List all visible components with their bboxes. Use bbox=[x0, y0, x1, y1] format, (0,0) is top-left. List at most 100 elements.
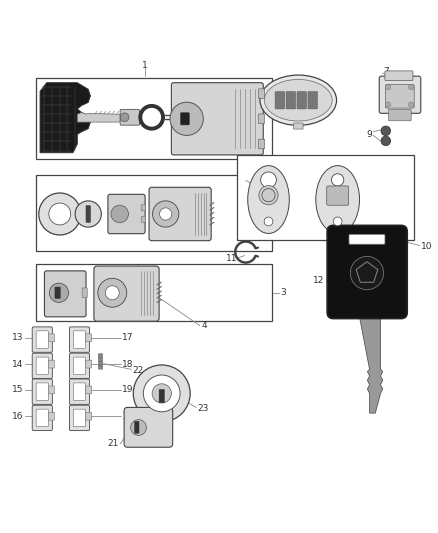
FancyBboxPatch shape bbox=[171, 83, 263, 155]
Text: 5: 5 bbox=[244, 174, 249, 183]
Circle shape bbox=[331, 174, 343, 186]
FancyBboxPatch shape bbox=[258, 89, 264, 99]
Circle shape bbox=[49, 283, 68, 302]
FancyBboxPatch shape bbox=[48, 334, 54, 342]
FancyBboxPatch shape bbox=[258, 114, 264, 124]
Text: 21: 21 bbox=[107, 439, 119, 448]
FancyBboxPatch shape bbox=[32, 405, 52, 431]
Text: 4: 4 bbox=[201, 321, 207, 330]
FancyBboxPatch shape bbox=[296, 92, 306, 109]
Text: 6: 6 bbox=[346, 174, 351, 183]
Circle shape bbox=[170, 102, 203, 135]
FancyBboxPatch shape bbox=[389, 233, 401, 248]
Circle shape bbox=[332, 217, 341, 226]
FancyBboxPatch shape bbox=[85, 386, 92, 394]
FancyBboxPatch shape bbox=[69, 327, 89, 352]
Text: 23: 23 bbox=[197, 404, 208, 413]
Bar bbox=[35, 264, 272, 321]
Circle shape bbox=[152, 384, 171, 403]
Ellipse shape bbox=[264, 79, 332, 121]
FancyBboxPatch shape bbox=[159, 390, 164, 402]
Circle shape bbox=[39, 193, 81, 235]
Circle shape bbox=[408, 84, 413, 90]
FancyBboxPatch shape bbox=[108, 195, 145, 233]
Polygon shape bbox=[358, 312, 382, 413]
FancyBboxPatch shape bbox=[36, 409, 48, 426]
FancyBboxPatch shape bbox=[149, 187, 211, 241]
FancyBboxPatch shape bbox=[384, 71, 412, 80]
FancyBboxPatch shape bbox=[134, 422, 139, 433]
FancyBboxPatch shape bbox=[48, 386, 54, 394]
FancyBboxPatch shape bbox=[385, 84, 413, 108]
FancyBboxPatch shape bbox=[141, 205, 145, 211]
Text: 7: 7 bbox=[383, 67, 389, 76]
FancyBboxPatch shape bbox=[180, 112, 189, 125]
Circle shape bbox=[385, 102, 390, 107]
FancyBboxPatch shape bbox=[348, 235, 384, 244]
Text: 12: 12 bbox=[312, 276, 324, 285]
FancyBboxPatch shape bbox=[82, 288, 87, 297]
Text: 3: 3 bbox=[280, 288, 286, 297]
FancyBboxPatch shape bbox=[120, 109, 139, 125]
Text: 16: 16 bbox=[12, 411, 23, 421]
Circle shape bbox=[159, 208, 171, 220]
FancyBboxPatch shape bbox=[36, 383, 48, 400]
FancyBboxPatch shape bbox=[73, 331, 85, 349]
Circle shape bbox=[133, 365, 190, 422]
FancyBboxPatch shape bbox=[69, 353, 89, 378]
Polygon shape bbox=[77, 112, 123, 122]
Circle shape bbox=[350, 256, 383, 290]
Bar bbox=[35, 175, 272, 251]
Circle shape bbox=[260, 172, 276, 188]
FancyBboxPatch shape bbox=[69, 379, 89, 405]
FancyBboxPatch shape bbox=[94, 266, 159, 321]
Text: 22: 22 bbox=[133, 366, 144, 375]
FancyBboxPatch shape bbox=[293, 123, 302, 129]
FancyBboxPatch shape bbox=[32, 353, 52, 378]
FancyBboxPatch shape bbox=[69, 405, 89, 431]
FancyBboxPatch shape bbox=[44, 271, 86, 317]
FancyBboxPatch shape bbox=[388, 109, 410, 121]
Circle shape bbox=[140, 106, 162, 128]
FancyBboxPatch shape bbox=[98, 366, 102, 369]
Circle shape bbox=[380, 126, 390, 136]
Circle shape bbox=[392, 254, 397, 259]
FancyBboxPatch shape bbox=[98, 354, 102, 357]
FancyBboxPatch shape bbox=[48, 412, 54, 420]
Text: 18: 18 bbox=[122, 360, 134, 369]
FancyBboxPatch shape bbox=[73, 383, 85, 400]
Polygon shape bbox=[40, 83, 90, 153]
Bar bbox=[35, 78, 272, 159]
FancyBboxPatch shape bbox=[48, 360, 54, 368]
Circle shape bbox=[408, 102, 413, 107]
Circle shape bbox=[143, 375, 180, 412]
FancyBboxPatch shape bbox=[326, 225, 406, 319]
FancyBboxPatch shape bbox=[86, 206, 90, 222]
Text: 10: 10 bbox=[420, 243, 431, 251]
FancyBboxPatch shape bbox=[378, 76, 420, 114]
Circle shape bbox=[258, 185, 278, 205]
Circle shape bbox=[98, 278, 127, 307]
FancyBboxPatch shape bbox=[307, 92, 317, 109]
Circle shape bbox=[120, 113, 129, 122]
Circle shape bbox=[111, 205, 128, 223]
FancyBboxPatch shape bbox=[286, 92, 295, 109]
FancyBboxPatch shape bbox=[124, 407, 172, 447]
FancyBboxPatch shape bbox=[326, 186, 348, 205]
Text: 11: 11 bbox=[225, 254, 237, 263]
FancyBboxPatch shape bbox=[36, 357, 48, 375]
FancyBboxPatch shape bbox=[55, 287, 60, 298]
FancyBboxPatch shape bbox=[85, 334, 92, 342]
Bar bbox=[237, 155, 413, 240]
Circle shape bbox=[75, 201, 101, 227]
Ellipse shape bbox=[247, 166, 289, 233]
Text: 19: 19 bbox=[122, 385, 134, 394]
FancyBboxPatch shape bbox=[32, 327, 52, 352]
Circle shape bbox=[152, 201, 178, 227]
Text: 13: 13 bbox=[12, 333, 23, 342]
Circle shape bbox=[49, 203, 71, 225]
FancyBboxPatch shape bbox=[85, 360, 92, 368]
FancyBboxPatch shape bbox=[32, 379, 52, 405]
Text: 20: 20 bbox=[122, 411, 134, 421]
Text: 9: 9 bbox=[365, 130, 371, 139]
